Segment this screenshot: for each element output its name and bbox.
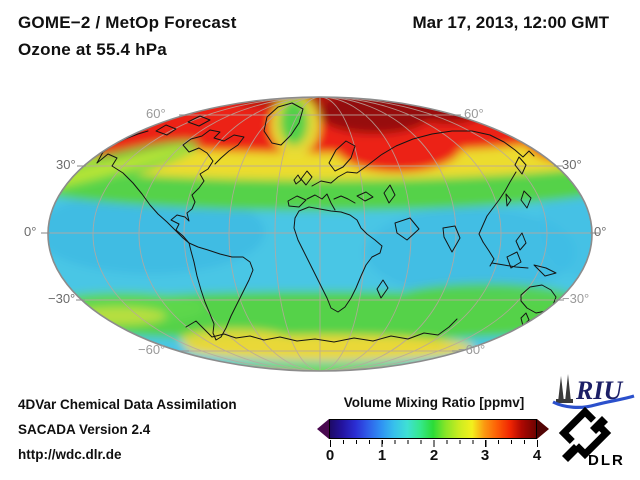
product-title: GOME−2 / MetOp Forecast	[18, 13, 237, 32]
dlr-wordmark: DLR	[588, 452, 625, 469]
colorbar-major-ticks	[330, 440, 538, 447]
lat-label-right-60n: 60°	[464, 106, 484, 121]
lat-label-left-30n: 30°	[56, 157, 76, 172]
colorbar-tick-2: 2	[429, 447, 439, 464]
lat-label-right-30n: 30°	[562, 157, 582, 172]
colorbar-over-arrow	[537, 419, 549, 439]
colorbar-gradient	[329, 419, 537, 439]
lat-label-left-0: 0°	[24, 224, 37, 239]
colorbar-tick-1: 1	[377, 447, 387, 464]
colorbar-under-arrow	[317, 419, 329, 439]
product-subtitle: Ozone at 55.4 hPa	[18, 40, 167, 59]
dlr-emblem-icon	[558, 407, 612, 462]
dlr-logo: DLR	[558, 407, 625, 469]
riu-logo: RIU	[552, 374, 635, 409]
version-label: SACADA Version 2.4	[18, 422, 151, 437]
colorbar-tick-0: 0	[325, 447, 335, 464]
forecast-datetime: Mar 17, 2013, 12:00 GMT	[412, 13, 609, 32]
colorbar	[317, 419, 549, 439]
colorbar-tick-3: 3	[480, 447, 490, 464]
lat-label-left-60n: 60°	[146, 106, 166, 121]
lat-label-right-30s: −30°	[562, 291, 590, 306]
lat-label-left-30s: −30°	[48, 291, 76, 306]
lat-label-right-0: 0°	[594, 224, 607, 239]
colorbar-tick-4: 4	[532, 447, 542, 464]
coastlines	[96, 102, 557, 343]
lat-label-left-60s: −60°	[138, 342, 166, 357]
cathedral-icon	[556, 374, 573, 403]
assimilation-label: 4DVar Chemical Data Assimilation	[18, 397, 237, 412]
website-url: http://wdc.dlr.de	[18, 447, 122, 462]
map-outline	[47, 96, 593, 372]
rhine-wave-icon	[552, 394, 635, 409]
colorbar-title: Volume Mixing Ratio [ppmv]	[343, 395, 525, 410]
lat-label-right-60s: −60°	[458, 342, 486, 357]
graticule	[48, 96, 592, 372]
